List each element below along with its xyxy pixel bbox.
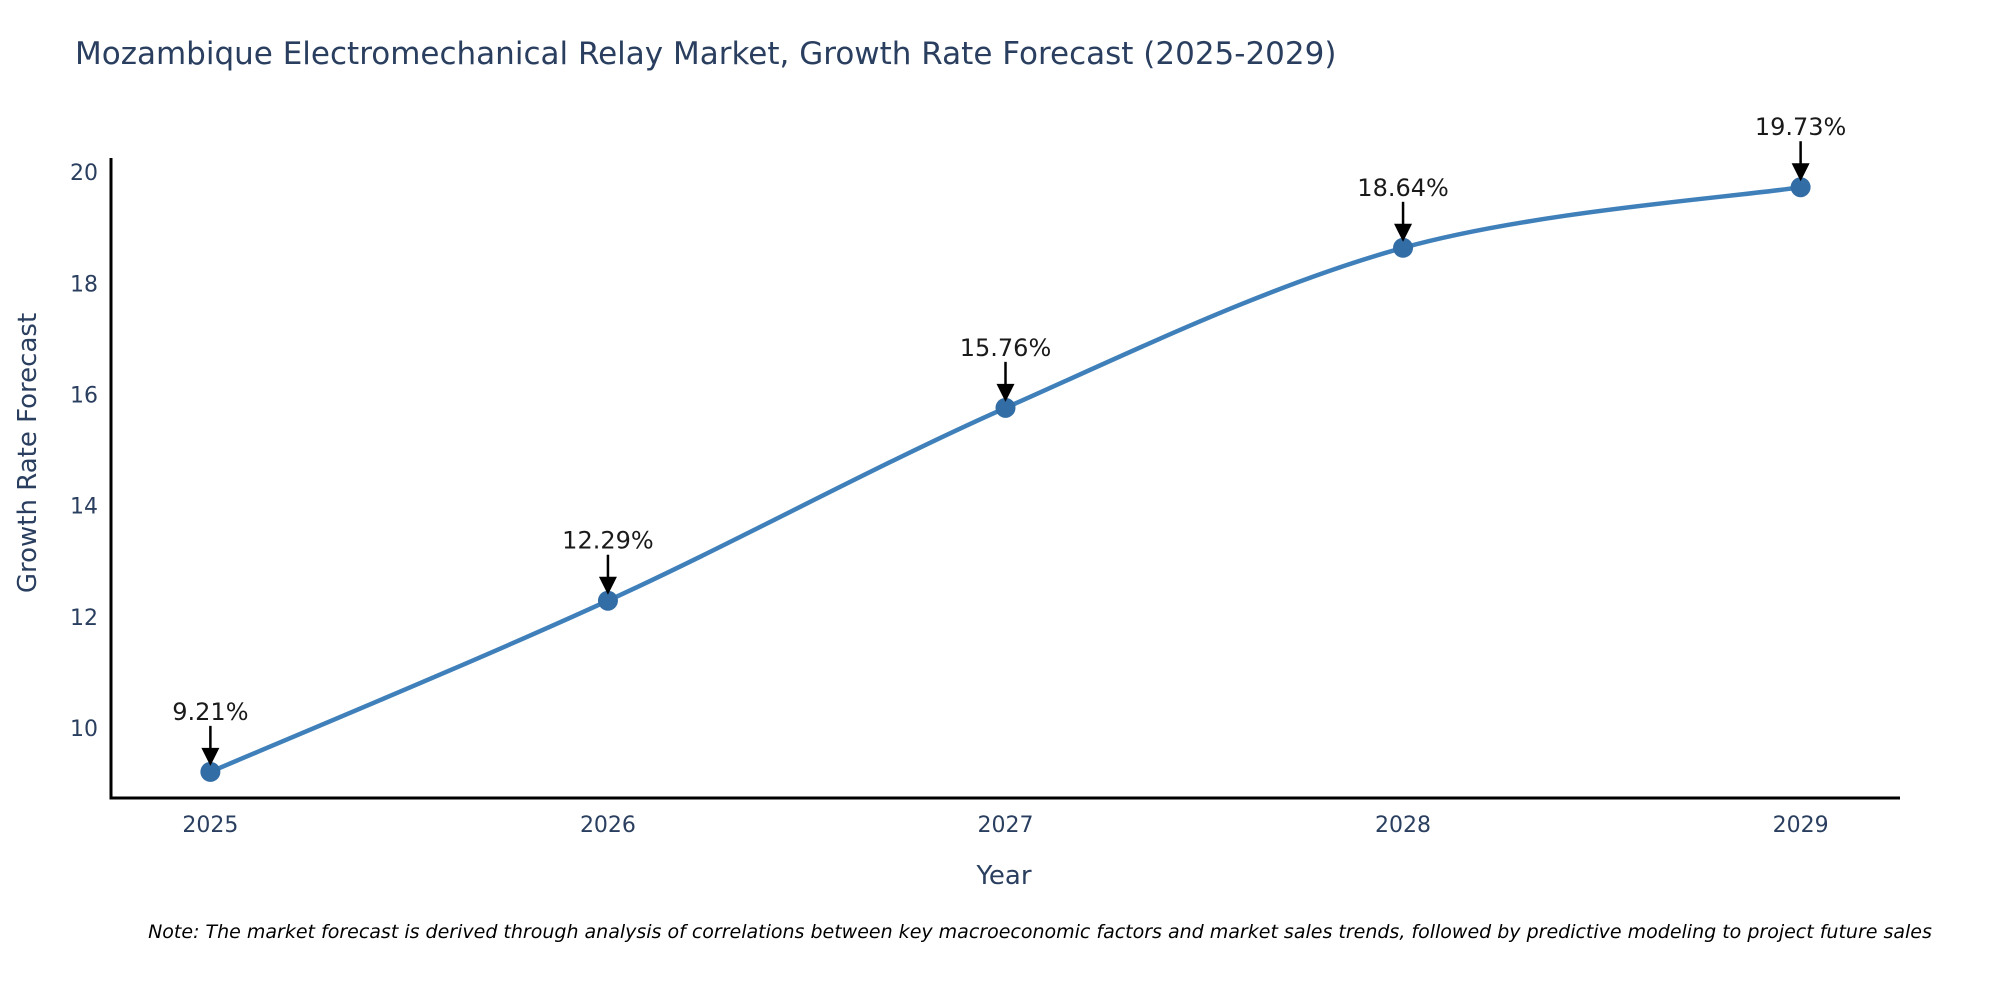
footnote: Note: The market forecast is derived thr… (148, 921, 1932, 943)
data-point-marker (1790, 177, 1811, 198)
annotation-arrowhead-icon (201, 747, 220, 766)
y-tick-label: 18 (70, 272, 98, 297)
annotation-arrowhead-icon (1791, 163, 1810, 182)
chart-title: Mozambique Electromechanical Relay Marke… (75, 36, 1336, 72)
forecast-line (208, 184, 1803, 775)
annotation-label: 15.76% (960, 334, 1052, 362)
x-tick-label: 2029 (1773, 813, 1829, 838)
x-tick-label: 2028 (1375, 813, 1431, 838)
annotation-label: 12.29% (562, 527, 654, 555)
y-tick-label: 12 (70, 606, 98, 631)
data-point-marker (995, 397, 1016, 418)
x-axis-title: Year (975, 861, 1031, 891)
annotation-label: 9.21% (172, 698, 248, 726)
x-tick-label: 2027 (978, 813, 1034, 838)
x-tick-label: 2025 (182, 813, 238, 838)
annotation-arrowhead-icon (1394, 223, 1413, 242)
annotation-label: 19.73% (1755, 113, 1847, 141)
annotation-arrowhead-icon (996, 383, 1015, 402)
x-tick-label: 2026 (580, 813, 636, 838)
plot-area: 10 12 14 16 18 20 2025 2026 2027 2028 2029 9.21% 12.… (70, 113, 1900, 838)
y-tick-label: 20 (70, 161, 98, 186)
data-point-marker (1393, 237, 1414, 258)
y-tick-label: 10 (70, 717, 98, 742)
data-point-marker (200, 761, 221, 782)
y-tick-label: 14 (70, 495, 98, 520)
y-axis-title: Growth Rate Forecast (13, 313, 43, 593)
data-point-marker (597, 590, 618, 611)
y-tick-label: 16 (70, 384, 98, 409)
annotation-arrowhead-icon (598, 576, 617, 595)
annotation-label: 18.64% (1357, 174, 1449, 202)
